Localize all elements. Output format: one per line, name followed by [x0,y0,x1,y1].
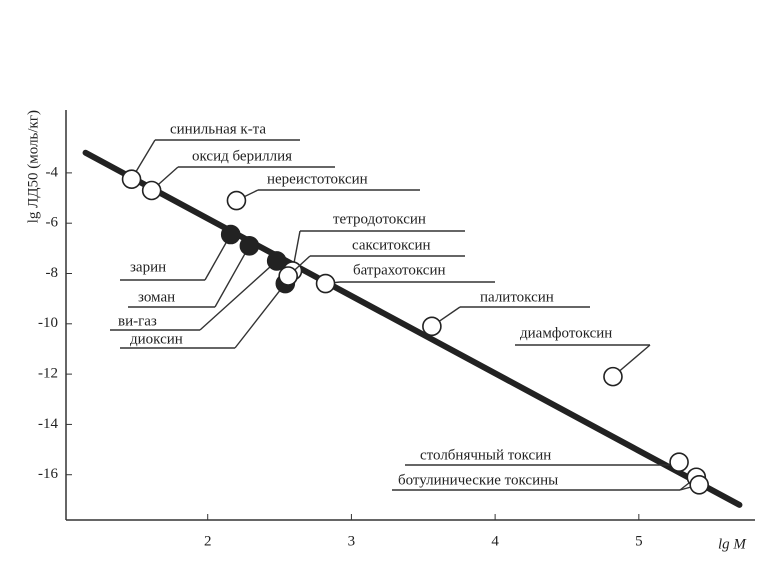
x-tick-label: 4 [491,533,499,549]
x-tick-label: 5 [635,533,643,549]
y-tick-label: -10 [38,315,58,331]
point [315,273,336,294]
point-label: зарин [130,259,166,275]
point [422,316,442,337]
point [239,236,260,256]
point [121,169,142,189]
point [689,474,709,495]
point-label: батрахотоксин [353,262,446,278]
point [141,180,162,201]
point [220,224,241,245]
point-label: тетродотоксин [333,211,426,227]
point [603,366,623,387]
leader-line [199,260,278,331]
fit-line [82,149,743,508]
y-tick-label: -16 [38,466,58,482]
y-tick-label: -14 [38,416,58,432]
point-label: палитоксин [480,289,554,305]
point [278,266,298,286]
x-tick-label: 3 [348,533,356,549]
point [266,251,287,271]
x-axis-label: lg M [718,536,747,552]
point [669,452,689,472]
point-label: оксид бериллия [192,148,292,164]
point-label: столбнячный токсин [420,447,551,463]
leader-line [234,283,286,349]
point-label: синильная к-та [170,121,266,137]
y-tick-label: -8 [46,265,59,281]
y-tick-label: -12 [38,366,58,382]
leader-line [214,245,250,308]
point-label: ви-газ [118,313,157,329]
point-label: сакситоксин [352,237,431,253]
x-tick-label: 2 [204,533,212,549]
point-label: зоман [138,289,175,305]
point-label: диамфотоксин [520,325,612,341]
y-axis-label: lg ЛД50 (моль/кг) [25,110,41,223]
y-tick-label: -4 [46,164,59,180]
point-label: ботулинические токсины [398,472,558,488]
point-label: диоксин [130,331,183,347]
point-label: нереистотоксин [267,171,368,187]
point [226,190,247,211]
y-tick-label: -6 [46,215,59,231]
